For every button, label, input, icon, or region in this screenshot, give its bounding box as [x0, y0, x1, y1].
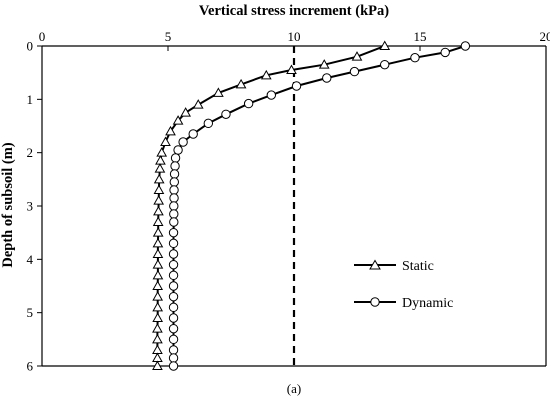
- x-tick-label: 0: [39, 29, 46, 44]
- data-point-static: [153, 195, 165, 205]
- data-point-dynamic: [169, 193, 179, 203]
- data-point-static: [379, 40, 391, 50]
- data-point-static: [152, 269, 164, 280]
- data-point-dynamic: [168, 302, 179, 313]
- x-tick-label: 5: [165, 29, 172, 44]
- data-point-static: [235, 78, 247, 89]
- legend: Static Dynamic: [354, 259, 453, 311]
- data-point-dynamic: [173, 145, 183, 155]
- data-point-dynamic: [440, 47, 450, 58]
- data-point-static: [180, 107, 191, 117]
- data-point-dynamic: [169, 201, 179, 211]
- data-point-static: [165, 125, 176, 136]
- data-point-static: [152, 323, 163, 333]
- y-tick-label: 1: [27, 92, 34, 107]
- data-point-static: [351, 51, 363, 61]
- data-point-dynamic: [291, 81, 302, 91]
- data-point-dynamic: [168, 270, 179, 281]
- data-point-dynamic: [178, 137, 188, 147]
- data-point-static: [153, 184, 165, 194]
- x-tick-label: 15: [414, 29, 427, 44]
- x-axis-ticks: 0 5 10 15 20: [39, 29, 550, 51]
- legend-static-label: Static: [402, 259, 434, 274]
- data-point-dynamic: [168, 334, 179, 345]
- data-point-dynamic: [168, 259, 179, 270]
- x-tick-label: 10: [288, 29, 301, 44]
- data-point-dynamic: [410, 53, 420, 63]
- data-point-dynamic: [460, 41, 471, 51]
- data-point-static: [152, 216, 164, 226]
- data-point-dynamic: [168, 227, 179, 238]
- data-point-static: [152, 227, 164, 237]
- x-tick-label: 20: [540, 29, 550, 44]
- y-tick-label: 4: [27, 252, 34, 267]
- data-point-static: [152, 352, 163, 362]
- data-point-static: [152, 333, 163, 344]
- data-point-static: [152, 344, 163, 354]
- x-axis-title: Vertical stress increment (kPa): [199, 3, 389, 19]
- y-axis-title: Depth of subsoil (m): [0, 142, 16, 267]
- data-point-dynamic: [221, 109, 231, 119]
- series-layer: [152, 40, 471, 371]
- y-tick-label: 2: [27, 145, 34, 160]
- data-point-static: [260, 69, 272, 80]
- data-point-dynamic: [169, 217, 179, 227]
- data-point-static: [152, 312, 164, 322]
- data-point-dynamic: [169, 177, 180, 187]
- data-point-static: [286, 64, 297, 74]
- data-point-dynamic: [168, 313, 179, 323]
- data-point-dynamic: [349, 66, 360, 77]
- data-point-static: [152, 360, 163, 370]
- data-point-dynamic: [243, 98, 254, 109]
- y-axis-ticks: 0 1 2 3 4 5 6: [27, 39, 42, 374]
- data-point-static: [152, 301, 164, 312]
- data-point-dynamic: [169, 185, 179, 195]
- data-point-static: [152, 237, 164, 248]
- data-point-dynamic: [203, 118, 214, 129]
- data-point-static: [152, 280, 164, 290]
- data-point-static: [192, 99, 204, 109]
- data-point-static: [152, 248, 164, 258]
- data-point-dynamic: [168, 291, 179, 302]
- data-point-static: [318, 59, 330, 69]
- data-point-dynamic: [168, 361, 179, 371]
- data-point-dynamic: [168, 281, 179, 291]
- data-point-dynamic: [168, 323, 179, 334]
- data-point-dynamic: [168, 238, 179, 249]
- data-point-dynamic: [168, 345, 179, 355]
- data-point-static: [152, 291, 164, 301]
- y-tick-label: 0: [27, 39, 34, 54]
- data-point-dynamic: [188, 129, 198, 139]
- legend-dynamic-marker: [370, 297, 380, 307]
- y-tick-label: 3: [27, 199, 34, 214]
- y-tick-label: 6: [27, 359, 34, 374]
- legend-static-marker: [369, 259, 381, 270]
- data-point-static: [152, 259, 164, 269]
- data-point-dynamic: [168, 249, 179, 259]
- data-point-dynamic: [168, 353, 179, 363]
- data-point-dynamic: [170, 161, 180, 171]
- data-point-static: [213, 87, 224, 97]
- data-point-static: [153, 173, 165, 184]
- data-point-static: [153, 205, 164, 216]
- data-point-dynamic: [266, 90, 277, 100]
- data-point-static: [155, 155, 166, 165]
- data-point-static: [160, 136, 171, 146]
- data-point-static: [156, 147, 168, 157]
- data-point-static: [172, 115, 184, 125]
- legend-dynamic-label: Dynamic: [402, 296, 453, 311]
- y-tick-label: 5: [27, 305, 34, 320]
- data-point-dynamic: [170, 153, 181, 163]
- data-point-dynamic: [169, 169, 180, 179]
- figure-caption: (a): [287, 381, 301, 396]
- data-point-dynamic: [380, 59, 390, 70]
- data-point-dynamic: [169, 209, 179, 219]
- data-point-static: [154, 163, 166, 173]
- data-point-dynamic: [322, 73, 332, 83]
